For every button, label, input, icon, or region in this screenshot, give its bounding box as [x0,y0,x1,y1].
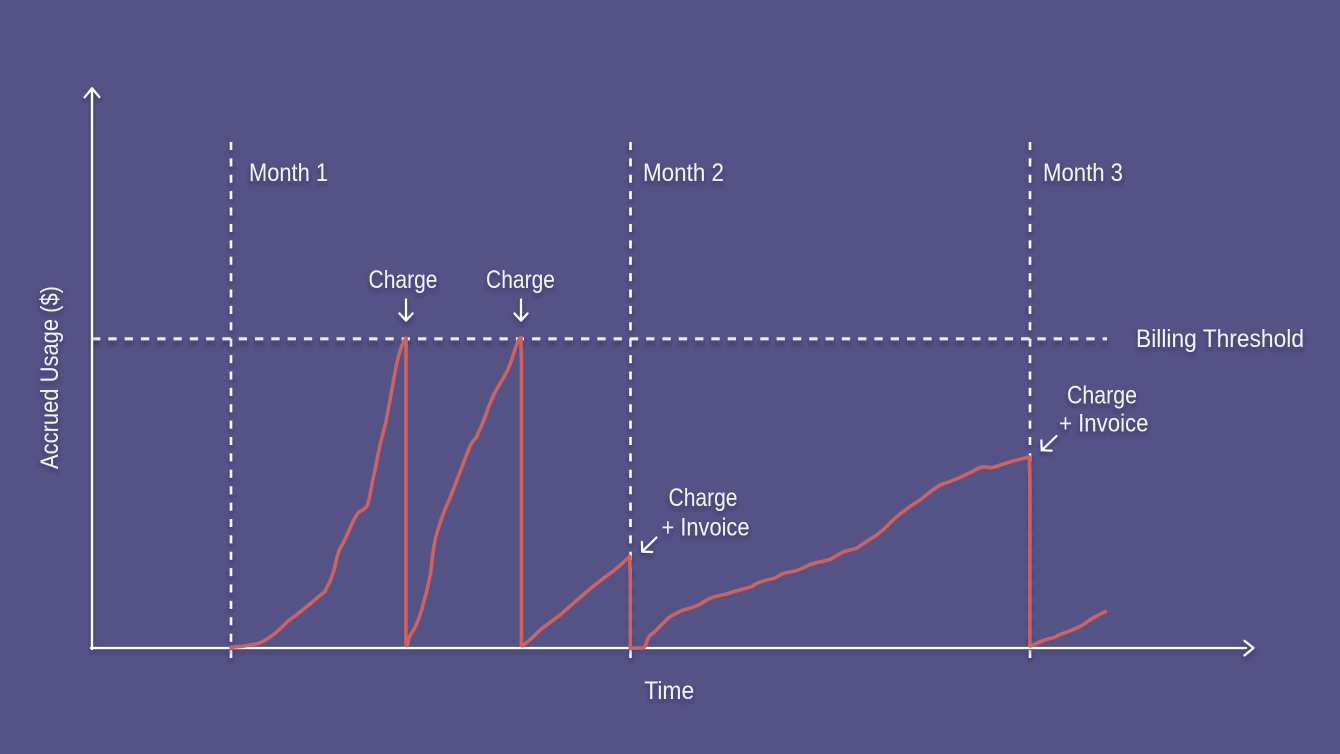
svg-text:Accrued Usage ($): Accrued Usage ($) [36,286,64,469]
svg-text:Time: Time [644,677,694,705]
svg-text:Charge: Charge [669,484,738,512]
svg-text:Month 2: Month 2 [643,159,724,187]
svg-text:Charge: Charge [486,266,555,294]
svg-text:+ Invoice: + Invoice [662,514,750,542]
svg-text:Month 1: Month 1 [249,159,328,187]
svg-text:Charge: Charge [369,266,438,294]
svg-text:+ Invoice: + Invoice [1059,410,1149,438]
svg-text:Month 3: Month 3 [1043,159,1123,187]
svg-text:Charge: Charge [1067,382,1137,410]
svg-text:Billing Threshold: Billing Threshold [1136,325,1304,353]
